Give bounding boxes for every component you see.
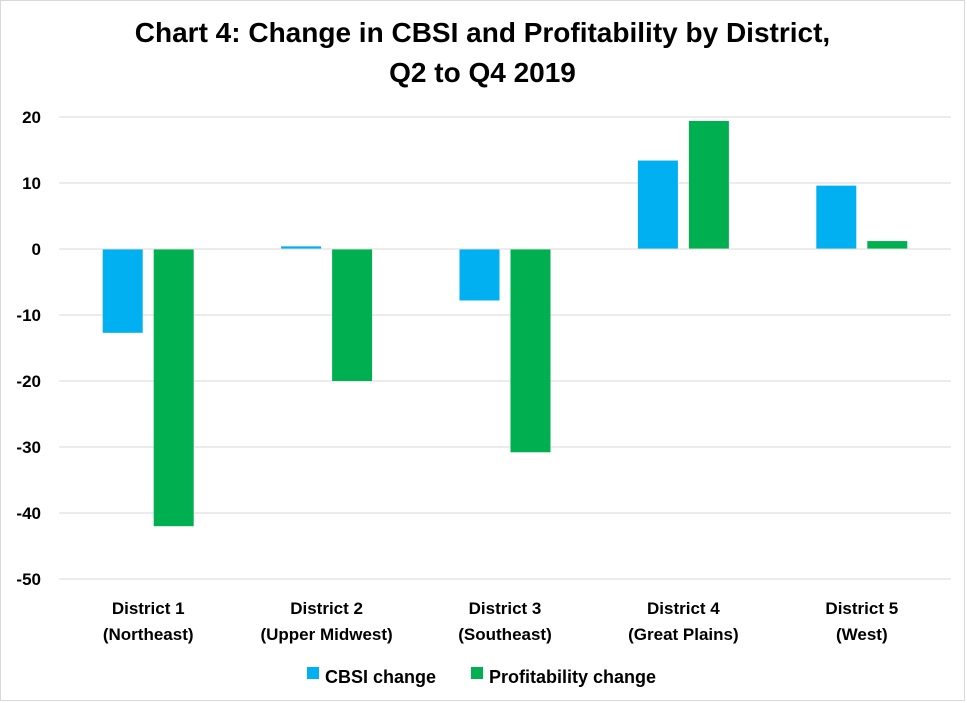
legend-swatch bbox=[471, 667, 483, 679]
bar-cbsi-change bbox=[816, 185, 857, 249]
bar-cbsi-change bbox=[281, 246, 322, 249]
x-category-label: District 4 bbox=[647, 599, 720, 618]
legend-label: Profitability change bbox=[489, 667, 656, 687]
bar-profitability-change bbox=[332, 249, 373, 381]
x-category-label: (Northeast) bbox=[103, 625, 194, 644]
legend-swatch bbox=[307, 667, 319, 679]
y-tick-label: -40 bbox=[16, 504, 41, 523]
y-tick-label: 10 bbox=[22, 174, 41, 193]
y-tick-label: 20 bbox=[22, 108, 41, 127]
x-category-label: District 1 bbox=[112, 599, 185, 618]
x-axis-category-labels: District 1 (Northeast) District 2 (Upper Mi… bbox=[103, 599, 898, 644]
y-tick-label: -20 bbox=[16, 372, 41, 391]
bar-profitability-change bbox=[867, 241, 908, 249]
bar-cbsi-change bbox=[637, 160, 678, 249]
legend: CBSI change Profitability change bbox=[307, 667, 656, 687]
legend-label: CBSI change bbox=[325, 667, 436, 687]
y-tick-label: -50 bbox=[16, 570, 41, 589]
x-category-label: (Upper Midwest) bbox=[260, 625, 392, 644]
x-category-label: District 2 bbox=[290, 599, 363, 618]
x-category-label: (Southeast) bbox=[458, 625, 552, 644]
chart-title: Chart 4: Change in CBSI and Profitabilit… bbox=[1, 13, 964, 93]
bars bbox=[102, 120, 908, 527]
chart-title-line-2: Q2 to Q4 2019 bbox=[389, 57, 576, 88]
y-tick-label: 0 bbox=[32, 240, 41, 259]
bar-profitability-change bbox=[510, 249, 551, 453]
x-category-label: (West) bbox=[836, 625, 888, 644]
bar-profitability-change bbox=[153, 249, 194, 527]
x-category-label: (Great Plains) bbox=[628, 625, 739, 644]
bar-cbsi-change bbox=[102, 249, 143, 333]
y-tick-label: -10 bbox=[16, 306, 41, 325]
y-tick-label: -30 bbox=[16, 438, 41, 457]
chart-title-line-1: Chart 4: Change in CBSI and Profitabilit… bbox=[134, 17, 831, 48]
bar-cbsi-change bbox=[459, 249, 500, 301]
y-axis-tick-labels: 20 10 0 -10 -20 -30 -40 -50 bbox=[16, 108, 41, 589]
bar-profitability-change bbox=[688, 120, 729, 250]
x-category-label: District 3 bbox=[469, 599, 542, 618]
x-category-label: District 5 bbox=[825, 599, 898, 618]
